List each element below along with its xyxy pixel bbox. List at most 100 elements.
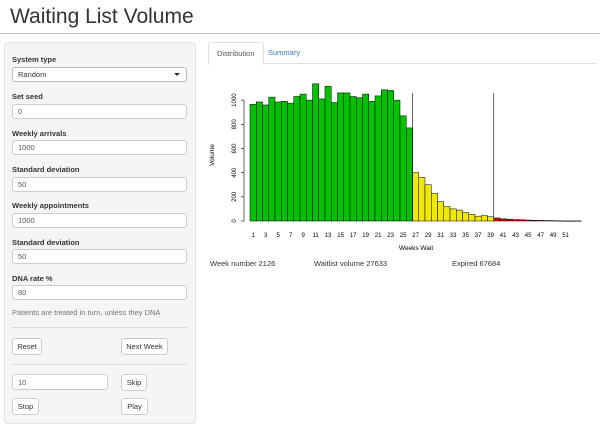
dna-rate-label: DNA rate % [12,274,53,283]
tab-distribution[interactable]: Distribution [208,42,264,65]
histogram-bar [518,219,526,222]
histogram-bar [312,83,319,222]
x-tick-label: 37 [475,233,482,239]
histogram-bar [462,212,469,222]
system-type-label: System type [12,55,57,64]
stop-button[interactable]: Stop [12,398,39,415]
caret-down-icon [174,73,180,76]
y-tick-label: 1000 [232,93,238,107]
y-tick-label: 0 [232,219,238,223]
histogram-bar [306,99,313,222]
arrivals-sd-input[interactable] [12,177,187,192]
x-tick-label: 21 [375,233,382,239]
histogram-bar [256,101,263,222]
arrivals-sd-label: Standard deviation [12,165,80,174]
histogram-bar [281,101,288,222]
x-tick-label: 27 [412,233,419,239]
x-tick-label: 47 [537,233,544,239]
histogram-bar [481,215,488,222]
histogram-bar [299,93,307,222]
histogram-bar [412,172,419,222]
histogram-bar [524,219,532,222]
y-axis-label: Volume [209,144,216,166]
dna-rate-input[interactable] [12,285,187,300]
histogram-bar [424,184,432,222]
histogram-bar [449,208,457,222]
x-tick-label: 45 [525,233,532,239]
x-axis-label: Weeks Wait [399,245,434,252]
x-tick-label: 43 [512,233,519,239]
weekly-arrivals-label: Weekly arrivals [12,129,67,138]
x-tick-label: 9 [301,233,305,239]
x-tick-label: 17 [350,233,357,239]
system-type-value: Random [18,70,47,79]
tab-summary[interactable]: Summary [268,48,301,57]
x-tick-label: 15 [337,233,344,239]
histogram-bar [431,192,438,222]
x-tick-label: 5 [276,233,280,239]
app-title: Waiting List Volume [10,5,194,28]
x-tick-label: 23 [387,233,394,239]
tab-bar: Distribution Summary [208,42,596,65]
x-tick-label: 13 [325,233,332,239]
weekly-appointments-input[interactable] [12,213,187,228]
appointments-sd-input[interactable] [12,249,187,264]
histogram-bar [437,201,444,222]
histogram-bar [287,102,294,222]
histogram-bar [262,104,269,222]
reset-button[interactable]: Reset [12,338,42,355]
histogram-bar [487,216,494,222]
appointments-sd-label: Standard deviation [12,238,80,247]
histogram-bar [362,93,369,222]
histogram-bar [349,96,357,222]
histogram-bar [318,98,326,222]
y-tick-label: 200 [232,191,238,202]
histogram-bar [324,85,332,222]
x-tick-label: 3 [264,233,268,239]
x-tick-label: 7 [289,233,293,239]
sidebar-panel: System type Random Set seed Weekly arriv… [4,42,196,424]
histogram-bar [268,96,276,222]
x-tick-label: 33 [450,233,457,239]
weekly-arrivals-input[interactable] [12,140,187,155]
x-tick-label: 41 [500,233,507,239]
week-number-text: Week number 2126 [210,259,276,268]
divider [12,327,187,328]
histogram-bar [374,95,382,222]
histogram-bar [356,97,363,222]
histogram-bar [343,92,351,222]
set-seed-label: Set seed [12,92,43,101]
histogram-bar [456,209,463,222]
histogram-bar [387,90,394,222]
skip-button[interactable]: Skip [121,374,147,391]
histogram-bar [499,218,507,222]
histogram-bar [537,220,544,222]
set-seed-input[interactable] [12,104,187,119]
x-tick-label: 19 [362,233,369,239]
x-tick-label: 1 [251,233,255,239]
histogram-bar [331,102,338,222]
histogram-bar [468,214,476,222]
histogram-bar [512,219,519,222]
divider [12,364,187,365]
histogram-bar [406,127,413,222]
system-type-select[interactable]: Random [12,67,187,82]
help-text: Patients are treated in turn, unless the… [12,308,161,317]
expired-text: Expired 67684 [452,259,501,268]
x-tick-label: 11 [313,233,320,239]
weekly-appointments-label: Weekly appointments [12,201,89,210]
skip-count-input[interactable] [12,374,108,390]
next-week-button[interactable]: Next Week [121,338,168,355]
x-tick-label: 39 [487,233,494,239]
histogram-bar [293,96,301,222]
histogram-bar [249,104,257,222]
histogram-bar [399,115,407,222]
play-button[interactable]: Play [121,398,148,415]
histogram-bar [506,218,513,222]
histogram-bar [474,215,482,222]
x-tick-label: 51 [562,233,569,239]
histogram-bar [381,89,388,222]
histogram-bar [368,101,376,222]
x-tick-label: 35 [462,233,469,239]
histogram-bar [418,177,426,222]
